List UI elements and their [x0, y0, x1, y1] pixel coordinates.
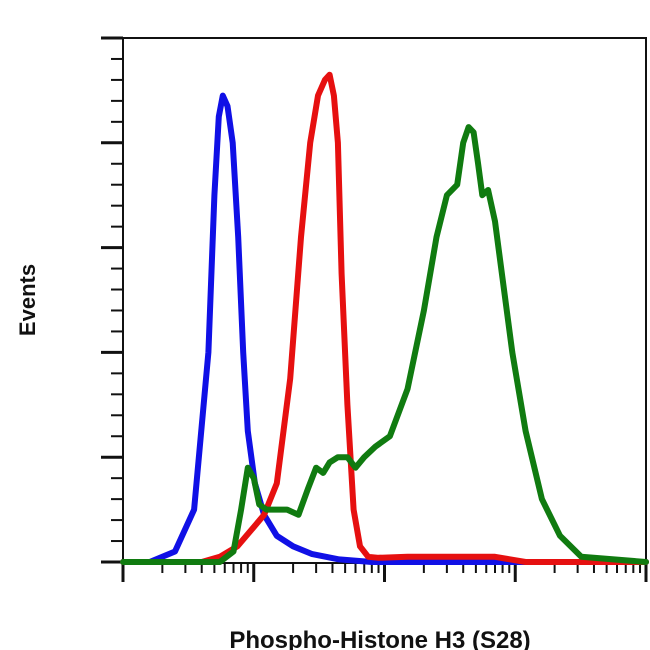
y-axis-label: Events	[15, 264, 40, 336]
series-line-3	[120, 124, 649, 565]
y-axis-ticks	[101, 36, 123, 564]
series-line-2	[120, 71, 649, 565]
plot-area	[122, 37, 647, 564]
series-line-1	[120, 92, 649, 565]
x-axis-label: Phospho-Histone H3 (S28)	[229, 627, 530, 650]
series-layer	[120, 71, 649, 565]
